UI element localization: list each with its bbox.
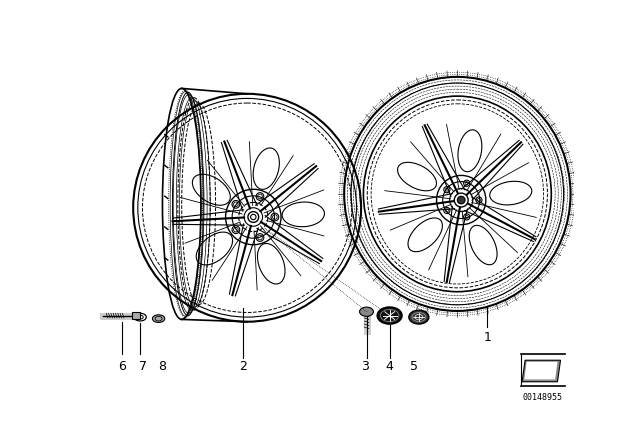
Text: 00148955: 00148955	[523, 392, 563, 401]
Text: 3: 3	[361, 360, 369, 373]
Text: 5: 5	[410, 360, 419, 373]
Polygon shape	[522, 360, 561, 382]
Ellipse shape	[378, 307, 402, 324]
Ellipse shape	[458, 196, 465, 204]
Text: 8: 8	[157, 360, 166, 373]
Text: 1: 1	[483, 331, 492, 344]
Text: 4: 4	[386, 360, 394, 373]
Text: 2: 2	[239, 360, 247, 373]
Ellipse shape	[360, 307, 373, 316]
Ellipse shape	[409, 310, 429, 324]
Text: 6: 6	[118, 360, 125, 373]
Polygon shape	[524, 362, 557, 379]
Ellipse shape	[152, 315, 164, 323]
Text: 7: 7	[140, 360, 147, 373]
Polygon shape	[132, 312, 140, 319]
